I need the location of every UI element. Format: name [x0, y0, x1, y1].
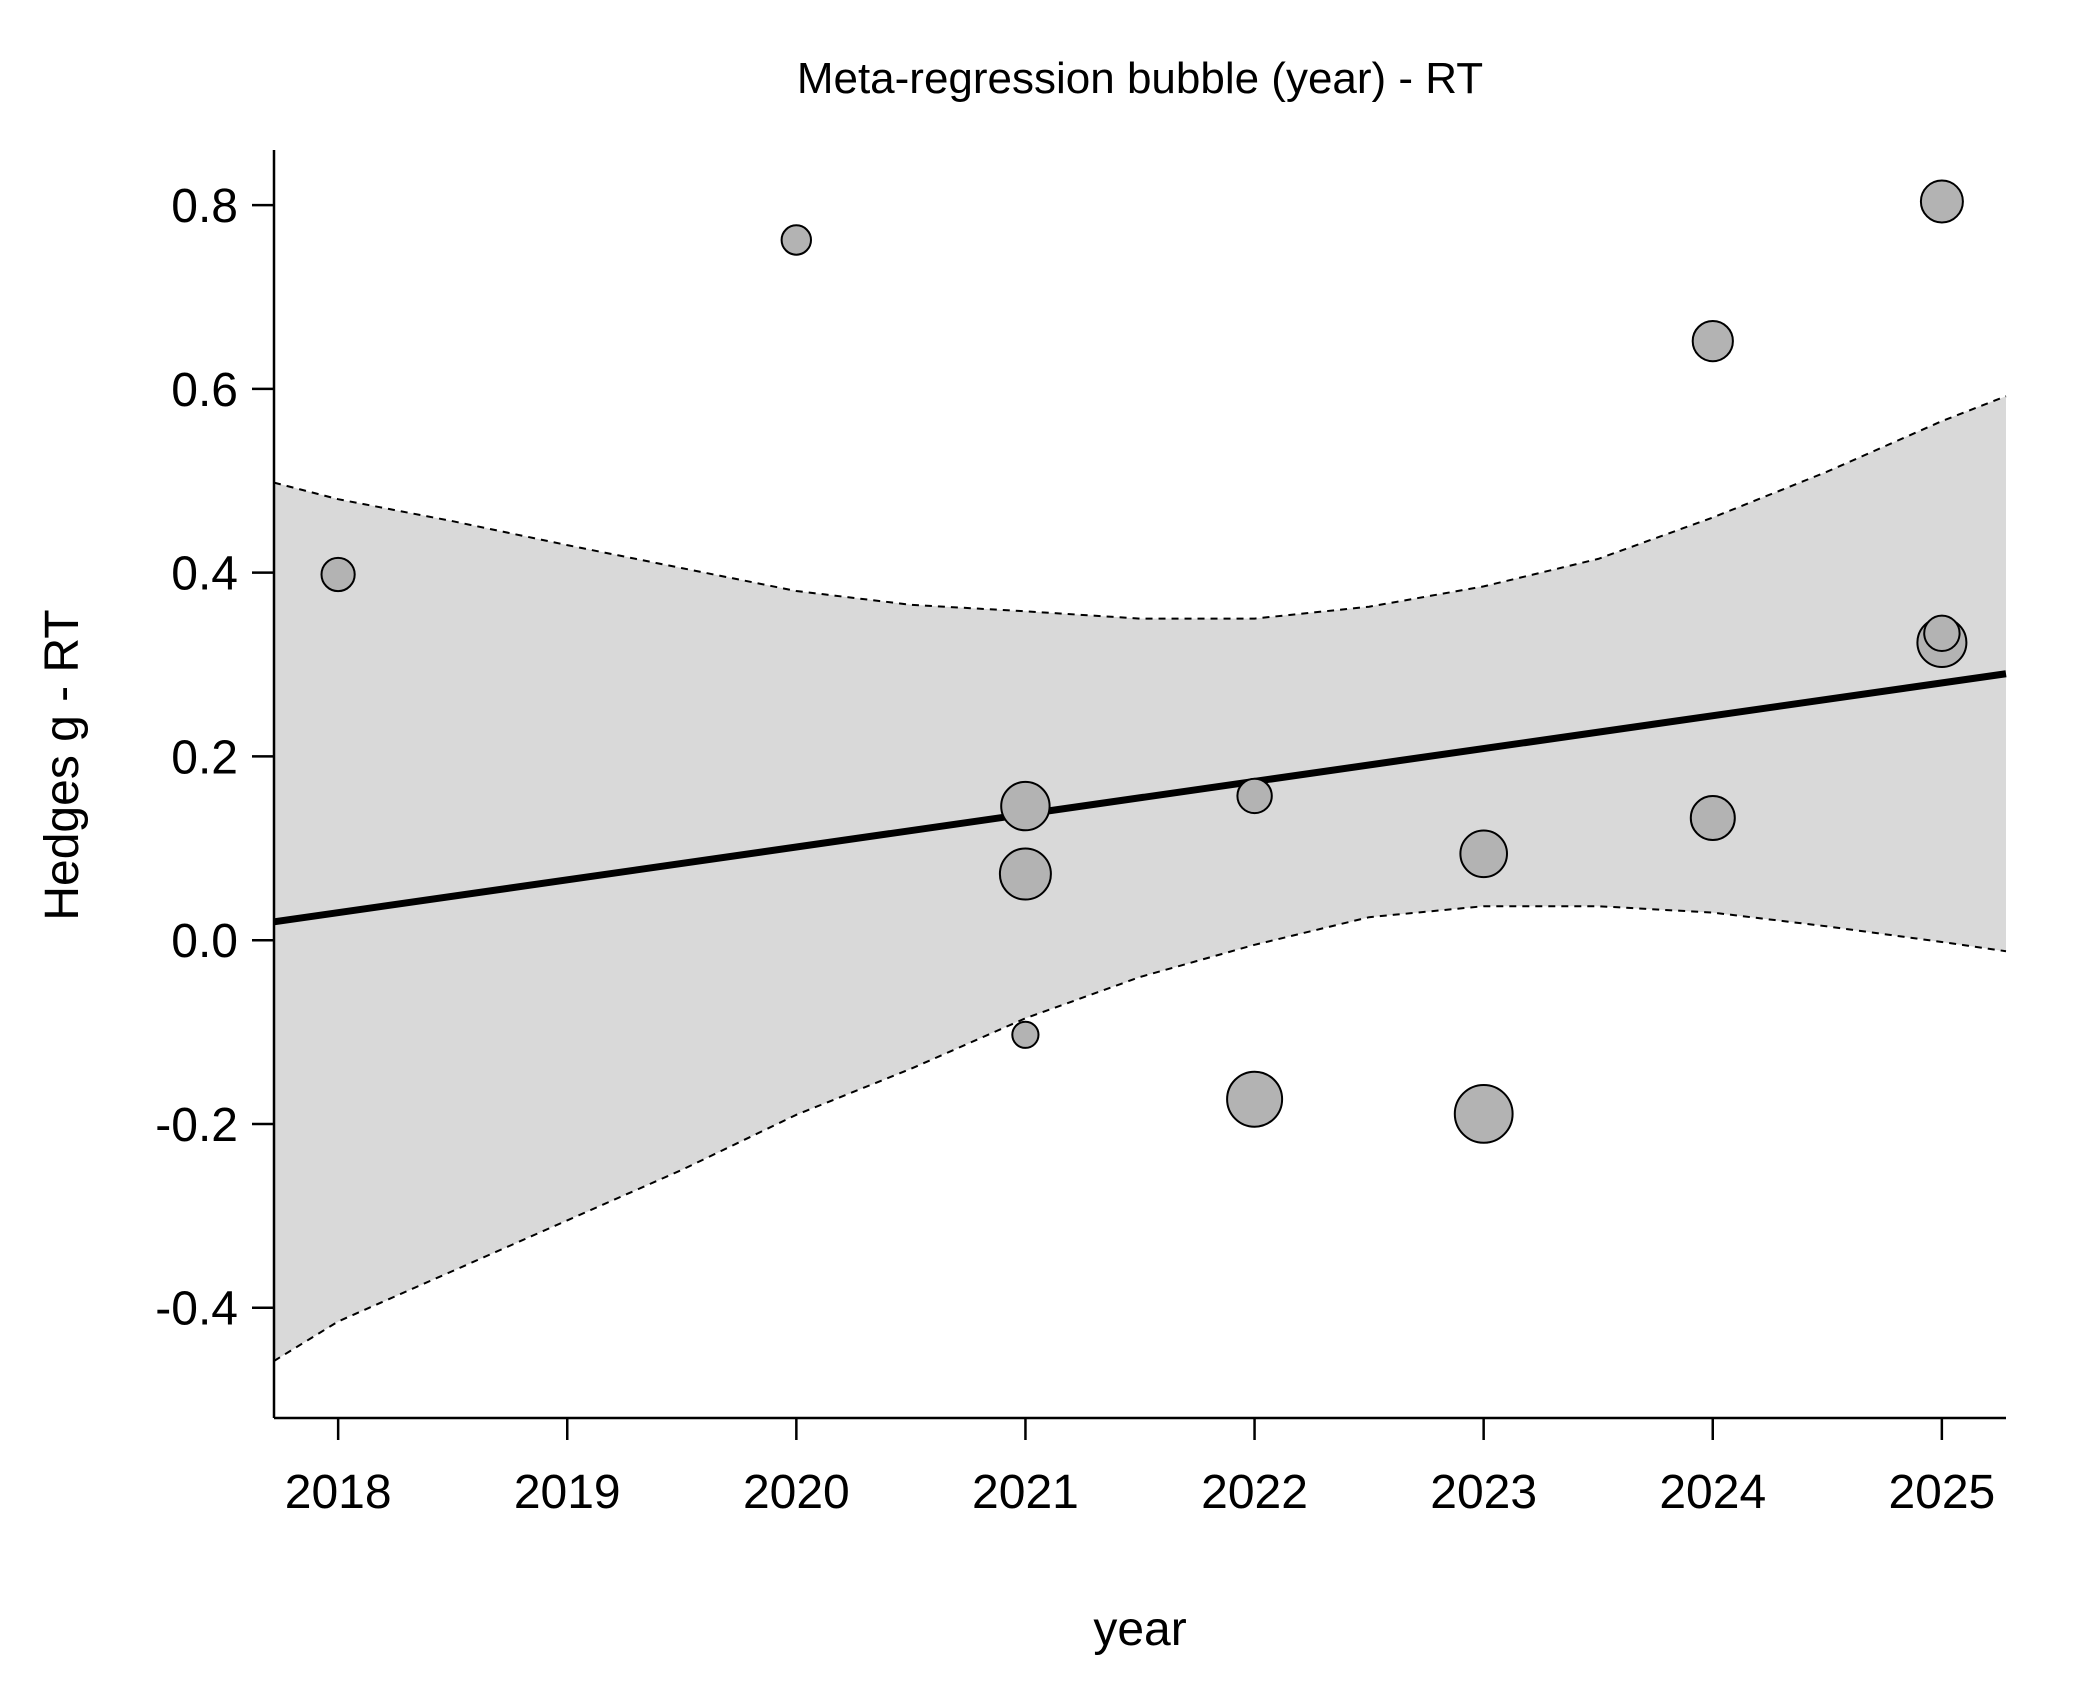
- data-point-10: [1691, 320, 1734, 363]
- data-point-12: [1919, 179, 1964, 224]
- data-point-7: [1226, 1070, 1284, 1128]
- confidence-band: [274, 396, 2006, 1361]
- regression-line: [273, 670, 2007, 926]
- data-point-14: [1923, 614, 1961, 652]
- chart-title: Meta-regression bubble (year) - RT: [797, 54, 1483, 103]
- data-point-9: [1453, 1084, 1514, 1144]
- x-tick-label: 2019: [514, 1466, 621, 1519]
- data-point-6: [1236, 777, 1273, 815]
- x-tick-label: 2021: [972, 1466, 1079, 1519]
- plot-area: [273, 179, 2007, 1362]
- y-tick-label: -0.2: [155, 1099, 238, 1152]
- data-point-4: [998, 847, 1052, 901]
- data-point-5: [1011, 1020, 1040, 1049]
- x-tick-label: 2024: [1659, 1466, 1766, 1519]
- y-tick-label: 0.4: [171, 548, 238, 601]
- data-point-8: [1459, 829, 1508, 879]
- y-axis-label: Hedges g - RT: [36, 609, 89, 920]
- y-tick-label: 0.0: [171, 915, 238, 968]
- data-point-3: [1000, 780, 1051, 832]
- x-axis-label: year: [1093, 1603, 1186, 1656]
- data-point-11: [1689, 795, 1736, 841]
- x-tick-label: 2025: [1888, 1466, 1995, 1519]
- data-point-2: [780, 224, 812, 256]
- x-tick-label: 2023: [1430, 1466, 1537, 1519]
- data-point-1: [320, 556, 356, 593]
- y-tick-label: 0.2: [171, 731, 238, 784]
- ci-upper-bound: [273, 395, 2007, 620]
- x-tick-label: 2018: [285, 1466, 392, 1519]
- y-tick-label: 0.8: [171, 180, 238, 233]
- axes: -0.4 -0.2 0.0 0.2 0.4 0.6 0.8 2018 2019 2020 2021 2…: [155, 150, 2006, 1519]
- y-tick-label: 0.6: [171, 364, 238, 417]
- y-tick-label: -0.4: [155, 1283, 238, 1336]
- x-tick-label: 2020: [743, 1466, 850, 1519]
- x-tick-label: 2022: [1201, 1466, 1308, 1519]
